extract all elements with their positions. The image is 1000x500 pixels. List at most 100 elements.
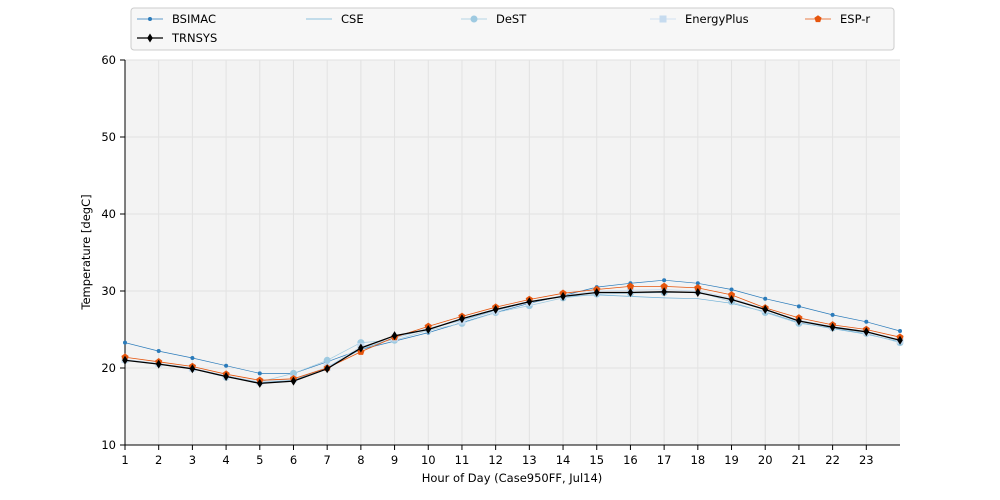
data-point-bsimac: [830, 312, 835, 317]
legend-item-dest: DeST: [461, 12, 527, 26]
x-tick-label: 15: [589, 453, 604, 467]
data-point-trnsys: [358, 343, 364, 353]
legend-marker-esp-r: [814, 15, 822, 23]
data-point-trnsys: [526, 297, 533, 307]
x-tick-label: 22: [825, 453, 840, 467]
legend-item-cse: CSE: [306, 12, 364, 26]
x-tick-label: 4: [222, 453, 229, 467]
data-point-trnsys: [661, 287, 667, 297]
data-point-esp-r: [694, 284, 702, 291]
data-point-esp-r: [660, 282, 668, 290]
y-tick-label: 30: [101, 284, 116, 298]
x-tick-label: 3: [189, 453, 196, 467]
data-point-dest: [289, 369, 297, 377]
legend-marker-dest: [470, 15, 478, 23]
data-point-bsimac: [662, 278, 667, 283]
data-point-trnsys: [122, 355, 128, 365]
legend-label-dest: DeST: [496, 12, 527, 26]
data-point-bsimac: [864, 319, 869, 324]
legend-item-energyplus: EnergyPlus: [650, 12, 749, 26]
data-point-trnsys: [256, 378, 263, 388]
data-point-dest: [323, 356, 331, 364]
data-point-bsimac: [695, 281, 700, 286]
legend-box: [130, 7, 895, 51]
x-tick-label: 7: [324, 453, 331, 467]
x-tick-label: 23: [859, 453, 874, 467]
x-tick-label: 16: [623, 453, 638, 467]
x-tick-label: 6: [290, 453, 297, 467]
legend-label-cse: CSE: [341, 12, 364, 26]
data-point-trnsys: [391, 331, 398, 341]
data-point-bsimac: [224, 363, 229, 368]
data-point-trnsys: [627, 288, 634, 298]
x-tick-label: 10: [421, 453, 436, 467]
data-point-bsimac: [898, 329, 902, 334]
data-point-esp-r: [727, 291, 736, 298]
data-point-trnsys: [459, 314, 465, 324]
x-tick-label: 18: [691, 453, 706, 467]
data-point-bsimac: [729, 287, 734, 292]
data-point-bsimac: [763, 296, 768, 301]
legend-label-bsimac: BSIMAC: [172, 12, 216, 26]
legend-label-trnsys: TRNSYS: [171, 31, 217, 45]
data-point-trnsys: [290, 376, 297, 386]
x-tick-label: 19: [724, 453, 739, 467]
series-line-esp-r: [124, 285, 901, 381]
data-point-trnsys: [560, 291, 566, 301]
data-point-trnsys: [796, 316, 802, 326]
data-point-bsimac: [257, 371, 262, 376]
data-point-trnsys: [324, 364, 330, 374]
data-point-trnsys: [155, 359, 162, 369]
data-point-esp-r: [626, 282, 634, 290]
legend-item-bsimac: BSIMAC: [137, 12, 216, 26]
x-tick-label: 20: [758, 453, 773, 467]
plot-area: [125, 60, 900, 445]
legend-item-esp-r: ESP-r: [805, 12, 870, 26]
data-point-bsimac: [156, 349, 161, 354]
data-point-trnsys: [593, 288, 600, 298]
legend-marker-trnsys: [147, 33, 153, 43]
series-trnsys: [122, 287, 903, 388]
x-tick-label: 5: [256, 453, 263, 467]
axes: 1 2 3 4 5 6 7 8 9 10 11 12 13 14 15 16 17 18 19 20 21 22 23102…: [101, 53, 900, 467]
y-tick-label: 50: [101, 130, 116, 144]
series-layer: [121, 278, 904, 388]
y-tick-label: 10: [101, 438, 116, 452]
data-point-trnsys: [492, 304, 499, 314]
data-point-trnsys: [863, 327, 870, 337]
x-tick-label: 11: [455, 453, 470, 467]
y-tick-label: 20: [101, 361, 116, 375]
x-tick-label: 2: [155, 453, 162, 467]
data-point-trnsys: [728, 294, 735, 304]
legend: BSIMAC CSE DeST EnergyPlus ESP-r TRNSYS: [130, 7, 895, 51]
data-point-bsimac: [123, 340, 127, 345]
x-tick-label: 21: [792, 453, 807, 467]
data-point-trnsys: [189, 364, 196, 374]
data-point-trnsys: [223, 371, 229, 381]
x-tick-label: 9: [391, 453, 398, 467]
y-axis-label: Temperature [degC]: [79, 194, 93, 310]
x-tick-label: 13: [522, 453, 537, 467]
y-tick-label: 40: [101, 207, 116, 221]
data-point-trnsys: [829, 322, 836, 332]
data-point-trnsys: [695, 288, 701, 298]
x-axis-label: Hour of Day (Case950FF, Jul14): [422, 471, 603, 485]
data-point-bsimac: [190, 355, 195, 360]
legend-label-energyplus: EnergyPlus: [685, 12, 749, 26]
data-point-trnsys: [762, 304, 769, 314]
grid: [124, 59, 900, 446]
y-tick-label: 60: [101, 53, 116, 67]
legend-item-trnsys: TRNSYS: [137, 31, 217, 45]
data-point-trnsys: [897, 335, 903, 345]
data-point-trnsys: [425, 325, 432, 334]
x-tick-label: 1: [121, 453, 128, 467]
x-tick-label: 14: [556, 453, 571, 467]
legend-label-esp-r: ESP-r: [840, 12, 870, 26]
x-tick-label: 17: [657, 453, 672, 467]
legend-marker-energyplus: [659, 15, 667, 23]
data-point-bsimac: [796, 304, 801, 309]
legend-marker-bsimac: [148, 17, 152, 21]
series-line-trnsys: [124, 291, 901, 385]
series-line-bsimac: [124, 279, 901, 374]
